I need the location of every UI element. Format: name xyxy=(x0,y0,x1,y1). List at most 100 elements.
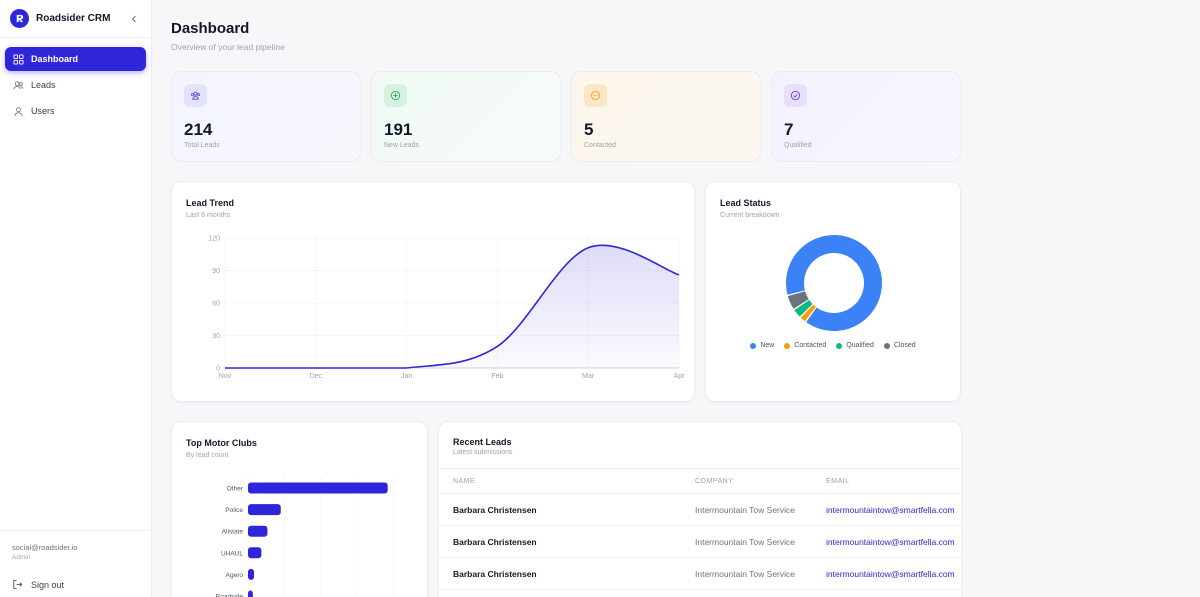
y-tick-label: 30 xyxy=(212,333,220,340)
data-point xyxy=(496,345,498,347)
x-tick-label: Mar xyxy=(582,373,595,380)
lead-company: Intermountain Tow Service xyxy=(695,537,796,547)
legend-dot xyxy=(836,342,843,349)
nav-item-users[interactable]: Users xyxy=(5,99,146,123)
legend-item-closed[interactable]: Closed xyxy=(883,342,916,349)
x-tick-label: Apr xyxy=(674,373,686,380)
stat-card-new-leads: 191 New Leads xyxy=(371,71,561,162)
legend-label: Contacted xyxy=(794,342,827,349)
bar-other xyxy=(248,482,388,494)
lead-company: Intermountain Tow Service xyxy=(695,505,796,515)
table-header: NAME COMPANY EMAIL xyxy=(439,468,961,494)
lead-email-link[interactable]: intermountaintow@smartfella.com xyxy=(826,537,955,547)
plus-circle-icon xyxy=(384,84,407,107)
bar-uhaul xyxy=(248,547,262,559)
category-label: Roadside xyxy=(216,594,244,597)
stat-card-qualified: 7 Qualified xyxy=(771,71,961,162)
x-tick-label: Nov xyxy=(219,373,232,380)
nav-label: Users xyxy=(31,106,55,116)
legend-label: Qualified xyxy=(846,342,874,349)
bar-police xyxy=(248,504,281,516)
data-point xyxy=(405,367,407,369)
lead-name: Barbara Christensen xyxy=(453,569,537,579)
page-title: Dashboard xyxy=(171,20,250,37)
card-title: Lead Status xyxy=(720,198,772,208)
category-label: Agero xyxy=(226,572,244,579)
legend-item-new[interactable]: New xyxy=(750,342,774,349)
lead-trend-chart: 0 30 60 90 120 Nov Dec Jan Feb Mar Apr xyxy=(208,236,686,381)
donut-slice-qualified xyxy=(794,299,813,317)
stat-label: Contacted xyxy=(584,142,616,149)
users-group-icon xyxy=(184,84,207,107)
nav-label: Dashboard xyxy=(31,54,79,64)
recent-leads-card: Recent Leads Latest submissions NAME COM… xyxy=(438,421,962,597)
legend-dot xyxy=(883,342,890,349)
lead-name: Barbara Christensen xyxy=(453,505,537,515)
page-subtitle: Overview of your lead pipeline xyxy=(171,42,285,52)
card-title: Lead Trend xyxy=(186,198,235,208)
y-tick-label: 0 xyxy=(216,366,220,373)
data-point xyxy=(678,274,680,276)
user-icon xyxy=(14,106,23,116)
lead-email-link[interactable]: intermountaintow@smartfella.com xyxy=(826,569,955,579)
logout-icon xyxy=(13,579,23,590)
sign-out-button[interactable]: Sign out xyxy=(12,579,139,590)
table-row[interactable]: Barbara Christensen Intermountain Tow Se… xyxy=(439,494,961,526)
users-icon xyxy=(13,80,24,89)
donut-slice-contacted xyxy=(800,304,816,322)
sign-out-label: Sign out xyxy=(31,579,65,590)
chat-bubble-icon xyxy=(584,84,607,107)
lead-name: Barbara Christensen xyxy=(453,537,537,547)
category-label: UHAUL xyxy=(221,550,243,557)
card-subtitle: Last 6 months xyxy=(186,212,230,219)
card-subtitle: Current breakdown xyxy=(720,212,780,219)
trend-area xyxy=(225,245,679,368)
card-subtitle: By lead count xyxy=(186,452,229,459)
lead-status-card: Lead Status Current breakdown New Contact… xyxy=(705,181,961,402)
nav-item-leads[interactable]: Leads xyxy=(5,73,146,97)
bar-allstate xyxy=(248,525,268,537)
lead-trend-card: Lead Trend Last 6 months 0 30 60 90 120 Nov De… xyxy=(171,181,695,402)
user-role: Admin xyxy=(12,554,31,561)
user-email: social@roadsider.io xyxy=(12,543,78,552)
table-row[interactable]: Barbara Christensen Intermountain Tow Se… xyxy=(439,558,961,590)
check-circle-icon xyxy=(784,84,807,107)
column-header-email[interactable]: EMAIL xyxy=(826,478,850,485)
stat-card-total-leads: 214 Total Leads xyxy=(171,71,361,162)
column-header-name[interactable]: NAME xyxy=(453,478,476,485)
donut-slice-closed xyxy=(787,291,809,309)
category-label: Police xyxy=(225,507,243,514)
legend-item-qualified[interactable]: Qualified xyxy=(836,342,874,349)
chevron-left-icon[interactable] xyxy=(127,12,141,26)
table-row[interactable]: Barbara Christensen Intermountain Tow Se… xyxy=(439,526,961,558)
lead-email-link[interactable]: intermountaintow@smartfella.com xyxy=(826,505,955,515)
y-tick-label: 60 xyxy=(212,301,220,308)
data-point xyxy=(315,367,317,369)
top-motor-clubs-card: Top Motor Clubs By lead count Other Polic… xyxy=(171,421,428,597)
y-tick-label: 120 xyxy=(208,236,220,243)
legend-label: Closed xyxy=(893,342,916,349)
legend-dot xyxy=(750,342,757,349)
legend-item-contacted[interactable]: Contacted xyxy=(784,342,826,349)
nav-item-dashboard[interactable]: Dashboard xyxy=(5,47,146,71)
nav-label: Leads xyxy=(31,80,56,90)
data-point xyxy=(224,367,226,369)
sidebar: Roadsider CRM Dashboard Leads Users soci… xyxy=(0,0,152,597)
category-label: Other xyxy=(227,486,244,493)
roadsider-logo-icon[interactable] xyxy=(10,9,29,28)
chart-legend: New Contacted Qualified Closed xyxy=(706,342,960,349)
stat-value: 191 xyxy=(384,120,413,139)
stat-label: New Leads xyxy=(384,142,420,149)
legend-label: New xyxy=(760,342,775,349)
trend-line xyxy=(225,244,680,369)
lead-company: Intermountain Tow Service xyxy=(695,569,796,579)
card-title: Recent Leads xyxy=(453,437,512,447)
card-title: Top Motor Clubs xyxy=(186,438,257,448)
legend-dot xyxy=(784,342,791,349)
donut-slice-new xyxy=(786,235,882,331)
column-header-company[interactable]: COMPANY xyxy=(695,478,734,485)
app-name: Roadsider CRM xyxy=(36,13,111,24)
data-point xyxy=(587,247,589,249)
stat-card-contacted: 5 Contacted xyxy=(571,71,761,162)
stat-label: Total Leads xyxy=(184,142,220,149)
